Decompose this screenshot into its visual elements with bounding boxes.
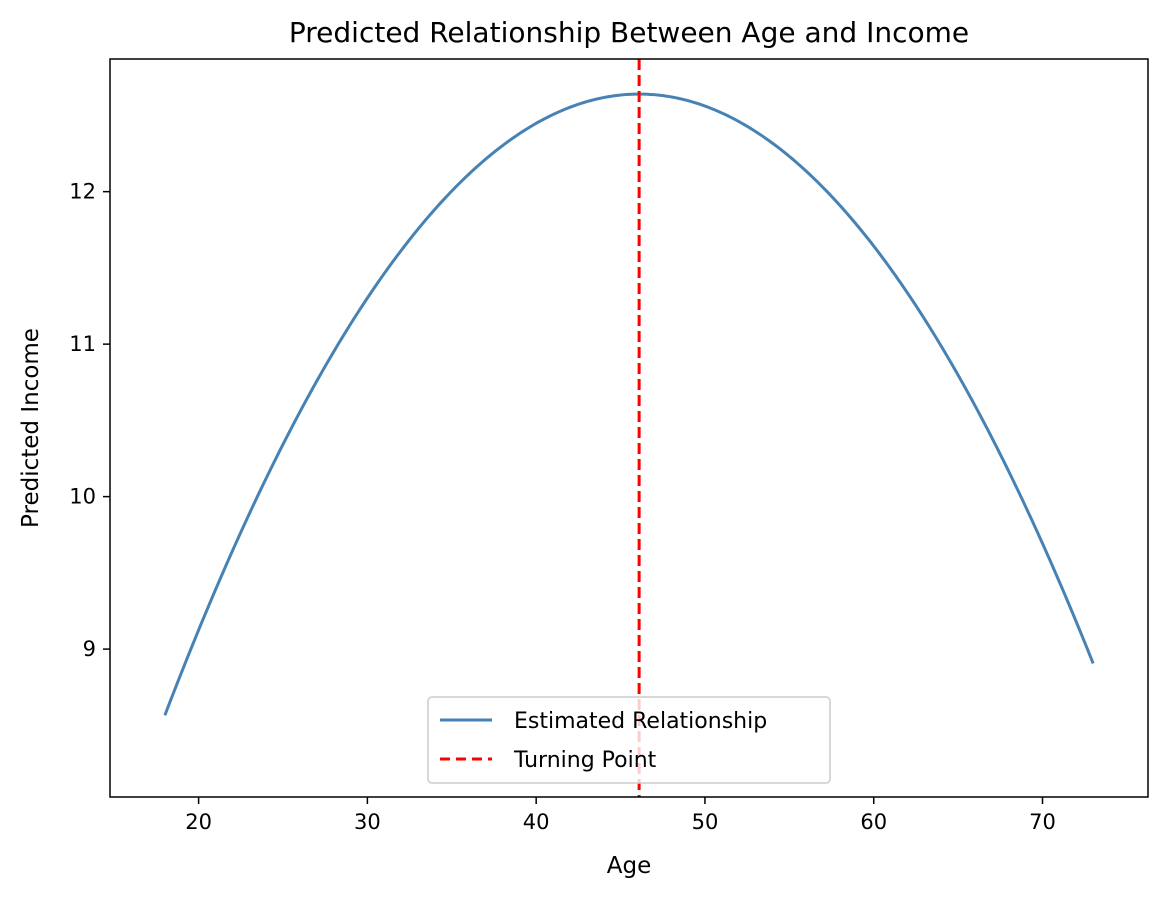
y-axis: 9 10 11 12 [69, 180, 110, 661]
y-axis-label: Predicted Income [18, 328, 44, 528]
x-tick-label-50: 50 [692, 810, 719, 834]
y-tick-label-12: 12 [69, 180, 96, 204]
x-tick-label-30: 30 [354, 810, 381, 834]
x-tick-label-20: 20 [185, 810, 212, 834]
x-axis: 20 30 40 50 60 70 [185, 797, 1056, 834]
y-tick-label-11: 11 [69, 332, 96, 356]
x-tick-label-60: 60 [860, 810, 887, 834]
x-tick-label-40: 40 [523, 810, 550, 834]
legend-label-estimated-relationship: Estimated Relationship [514, 709, 767, 734]
x-axis-label: Age [607, 853, 651, 879]
y-tick-label-9: 9 [83, 637, 96, 661]
plot-area [109, 58, 1149, 798]
y-tick-label-10: 10 [69, 485, 96, 509]
legend-label-turning-point: Turning Point [513, 748, 657, 773]
series-line-estimated-relationship [163, 92, 1095, 716]
x-tick-label-70: 70 [1029, 810, 1056, 834]
legend: Estimated Relationship Turning Point [427, 696, 831, 784]
plot-frame [109, 58, 1149, 798]
legend-box [427, 696, 831, 784]
chart-title: Predicted Relationship Between Age and I… [289, 16, 969, 49]
